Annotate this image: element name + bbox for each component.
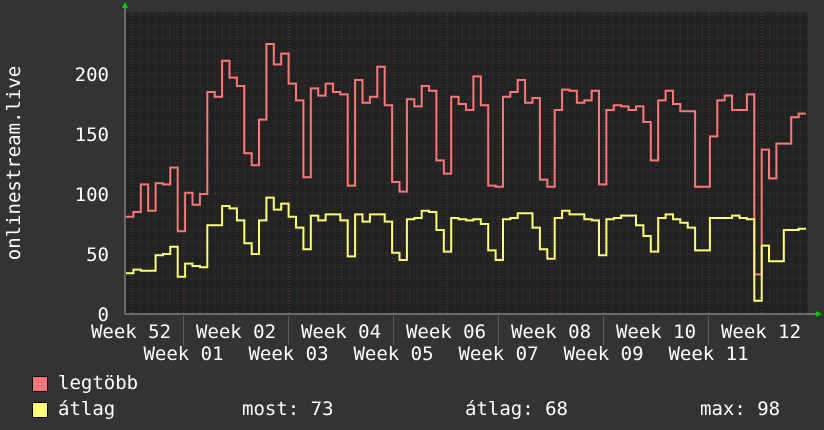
- x-tick-label: Week 10: [616, 321, 696, 343]
- x-axis-arrow-icon: [816, 311, 822, 317]
- legend-swatch-max: [32, 376, 48, 392]
- stat-max: max: 98: [700, 398, 781, 420]
- x-tick-label: Week 01: [143, 343, 223, 365]
- x-tick-label: Week 52: [91, 321, 171, 343]
- x-tick-label: Week 09: [563, 343, 643, 365]
- x-tick-label: Week 06: [406, 321, 486, 343]
- x-tick-label: Week 07: [458, 343, 538, 365]
- y-axis-label: onlinestream.live: [3, 66, 25, 260]
- series-line-max: [126, 43, 806, 276]
- legend-label-avg: átlag: [58, 398, 116, 420]
- stat-now: most: 73: [242, 398, 334, 420]
- stat-avg: átlag: 68: [465, 398, 568, 420]
- x-tick-label: Week 08: [511, 321, 591, 343]
- y-axis-arrow-icon: [122, 2, 128, 8]
- x-tick-label: Week 02: [196, 321, 276, 343]
- x-tick-label: Week 12: [721, 321, 801, 343]
- x-tick-label: Week 03: [248, 343, 328, 365]
- legend-label-max: legtöbb: [58, 372, 139, 394]
- x-tick-label: Week 05: [353, 343, 433, 365]
- y-tick-label: 100: [75, 184, 109, 206]
- plot-area: [125, 12, 808, 314]
- y-tick-label: 200: [75, 64, 109, 86]
- legend-swatch-avg: [32, 402, 48, 418]
- series-line-avg: [126, 196, 806, 302]
- y-tick-label: 50: [86, 244, 109, 266]
- x-tick-label: Week 04: [301, 321, 381, 343]
- y-tick-label: 150: [75, 124, 109, 146]
- y-tick-label: 0: [98, 304, 109, 326]
- x-tick-label: Week 11: [668, 343, 748, 365]
